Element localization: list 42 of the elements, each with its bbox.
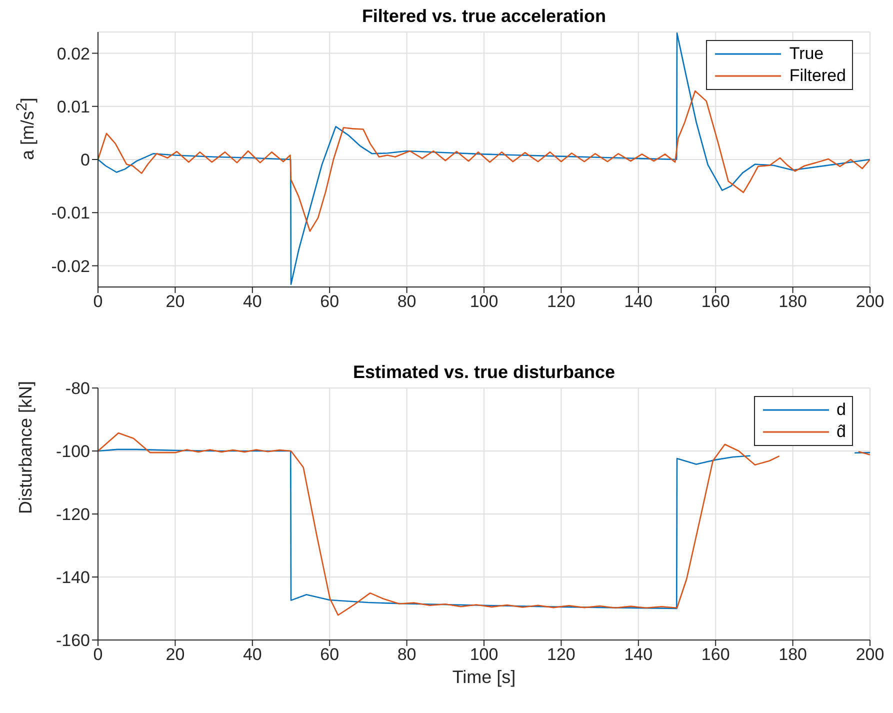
line-series bbox=[98, 32, 870, 285]
x-tick-label: 140 bbox=[624, 645, 653, 664]
legend-label: d bbox=[836, 400, 846, 420]
legend-label: True bbox=[789, 44, 824, 64]
x-tick-label: 20 bbox=[166, 292, 185, 312]
y-tick-label: -120 bbox=[56, 505, 90, 524]
y-tick-label: -140 bbox=[56, 568, 90, 588]
x-tick-label: 180 bbox=[778, 292, 807, 312]
y-tick-label: -80 bbox=[65, 379, 90, 398]
x-tick-label: 0 bbox=[93, 292, 103, 312]
chart-title: Filtered vs. true acceleration bbox=[360, 6, 608, 27]
x-tick-label: 200 bbox=[856, 292, 884, 312]
y-tick-label: -100 bbox=[56, 442, 90, 462]
x-tick-label: 180 bbox=[778, 645, 807, 664]
x-tick-label: 60 bbox=[320, 645, 340, 664]
y-axis-title: Disturbance [kN] bbox=[16, 380, 36, 514]
x-tick-label: 80 bbox=[397, 645, 416, 664]
y-tick-label: -0.02 bbox=[51, 256, 90, 276]
y-tick-label: 0.02 bbox=[56, 44, 90, 64]
x-tick-label: 200 bbox=[856, 645, 884, 664]
y-tick-label: -0.01 bbox=[51, 204, 90, 223]
x-tick-label: 140 bbox=[624, 292, 653, 312]
x-tick-label: 0 bbox=[93, 645, 103, 664]
x-axis-title: Time [s] bbox=[451, 667, 517, 688]
x-tick-label: 60 bbox=[320, 292, 340, 312]
x-tick-label: 80 bbox=[397, 292, 416, 312]
line-series bbox=[98, 90, 870, 232]
x-tick-label: 160 bbox=[701, 645, 730, 664]
x-tick-label: 40 bbox=[242, 645, 262, 664]
x-tick-label: 120 bbox=[547, 645, 576, 664]
legend-label: Filtered bbox=[789, 66, 846, 86]
y-tick-label: -160 bbox=[56, 631, 90, 650]
x-tick-label: 40 bbox=[242, 292, 262, 312]
legend-label: d̂ bbox=[836, 422, 846, 442]
chart-title: Estimated vs. true disturbance bbox=[352, 362, 616, 383]
x-tick-label: 120 bbox=[547, 292, 576, 312]
x-tick-label: 100 bbox=[470, 292, 498, 312]
y-tick-label: 0 bbox=[80, 150, 90, 170]
x-tick-label: 100 bbox=[470, 645, 498, 664]
x-tick-label: 20 bbox=[166, 645, 185, 664]
y-tick-label: 0.01 bbox=[56, 97, 90, 116]
x-tick-label: 160 bbox=[701, 292, 730, 312]
